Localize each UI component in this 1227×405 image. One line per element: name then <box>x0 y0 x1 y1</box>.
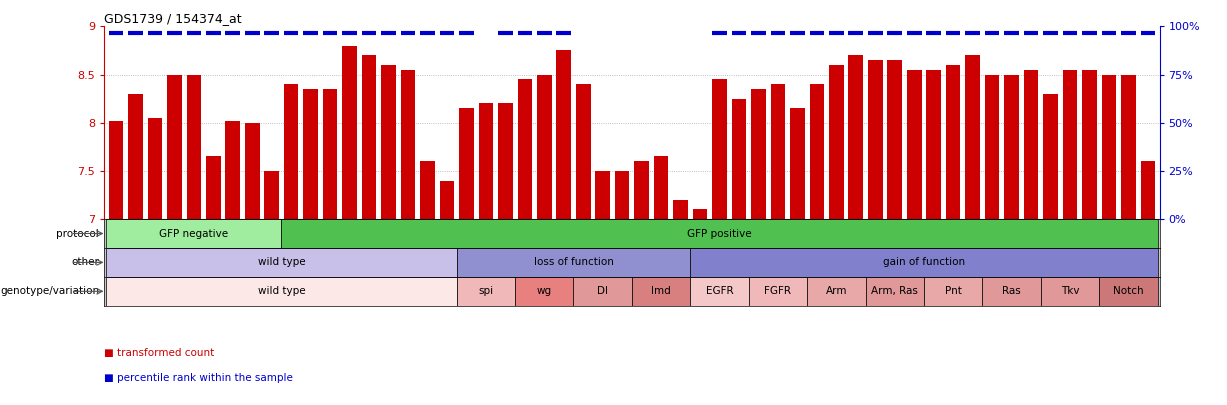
Bar <box>946 65 961 219</box>
Text: wg: wg <box>536 286 552 296</box>
Bar <box>107 277 456 306</box>
Bar <box>731 98 746 219</box>
Bar <box>515 277 573 306</box>
Bar <box>303 89 318 219</box>
Text: ■ percentile rank within the sample: ■ percentile rank within the sample <box>104 373 293 383</box>
Bar <box>459 108 474 219</box>
Bar <box>575 84 590 219</box>
Bar <box>518 79 533 219</box>
Bar <box>1121 75 1136 219</box>
Bar <box>401 70 415 219</box>
Bar <box>867 60 882 219</box>
Text: other: other <box>71 258 99 267</box>
Text: protocol: protocol <box>56 228 99 239</box>
Bar <box>865 277 924 306</box>
Bar <box>362 55 377 219</box>
Bar <box>1141 161 1155 219</box>
Bar <box>1040 277 1099 306</box>
Bar <box>1023 70 1038 219</box>
Bar <box>439 181 454 219</box>
Text: EGFR: EGFR <box>706 286 734 296</box>
Bar <box>573 277 632 306</box>
Text: Notch: Notch <box>1113 286 1144 296</box>
Bar <box>382 65 396 219</box>
Text: GFP positive: GFP positive <box>687 228 752 239</box>
Text: wild type: wild type <box>258 258 306 267</box>
Text: Dl: Dl <box>598 286 609 296</box>
Bar <box>1063 70 1077 219</box>
Bar <box>557 50 571 219</box>
Bar <box>615 171 629 219</box>
Text: GDS1739 / 154374_at: GDS1739 / 154374_at <box>104 12 242 25</box>
Bar <box>985 75 999 219</box>
Bar <box>887 60 902 219</box>
Bar <box>456 277 515 306</box>
Bar <box>674 200 688 219</box>
Bar <box>712 79 726 219</box>
Bar <box>691 277 748 306</box>
Bar <box>107 219 281 248</box>
Bar <box>790 108 805 219</box>
Text: Imd: Imd <box>652 286 671 296</box>
Text: genotype/variation: genotype/variation <box>0 286 99 296</box>
Text: gain of function: gain of function <box>883 258 964 267</box>
Bar <box>1102 75 1117 219</box>
Bar <box>966 55 980 219</box>
Bar <box>226 121 240 219</box>
Bar <box>1099 277 1157 306</box>
Bar <box>1082 70 1097 219</box>
Bar <box>849 55 863 219</box>
Text: FGFR: FGFR <box>764 286 791 296</box>
Bar <box>537 75 552 219</box>
Text: loss of function: loss of function <box>534 258 614 267</box>
Bar <box>907 70 921 219</box>
Bar <box>206 156 221 219</box>
Bar <box>810 84 825 219</box>
Bar <box>265 171 279 219</box>
Bar <box>456 248 691 277</box>
Bar <box>128 94 142 219</box>
Bar <box>654 156 669 219</box>
Bar <box>107 248 456 277</box>
Text: wild type: wild type <box>258 286 306 296</box>
Bar <box>281 219 1157 248</box>
Bar <box>748 277 807 306</box>
Bar <box>323 89 337 219</box>
Bar <box>109 121 123 219</box>
Bar <box>420 161 434 219</box>
Bar <box>342 46 357 219</box>
Bar <box>983 277 1040 306</box>
Bar <box>926 70 941 219</box>
Bar <box>479 103 493 219</box>
Text: spi: spi <box>479 286 493 296</box>
Bar <box>167 75 182 219</box>
Bar <box>595 171 610 219</box>
Text: GFP negative: GFP negative <box>160 228 228 239</box>
Bar <box>751 89 766 219</box>
Bar <box>924 277 983 306</box>
Bar <box>807 277 865 306</box>
Bar <box>1043 94 1058 219</box>
Bar <box>634 161 649 219</box>
Bar <box>283 84 298 219</box>
Bar <box>829 65 844 219</box>
Bar <box>691 248 1157 277</box>
Text: Tkv: Tkv <box>1060 286 1080 296</box>
Text: ■ transformed count: ■ transformed count <box>104 348 215 358</box>
Bar <box>147 118 162 219</box>
Bar <box>1004 75 1018 219</box>
Text: Ras: Ras <box>1002 286 1021 296</box>
Bar <box>187 75 201 219</box>
Bar <box>693 209 707 219</box>
Text: Pnt: Pnt <box>945 286 962 296</box>
Bar <box>245 123 260 219</box>
Bar <box>498 103 513 219</box>
Bar <box>632 277 691 306</box>
Bar <box>771 84 785 219</box>
Text: Arm, Ras: Arm, Ras <box>871 286 918 296</box>
Text: Arm: Arm <box>826 286 847 296</box>
